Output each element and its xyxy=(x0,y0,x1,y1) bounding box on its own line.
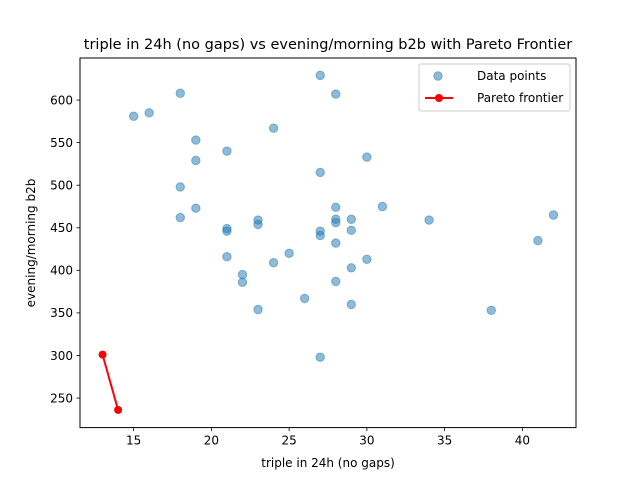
data-point xyxy=(191,203,201,213)
data-point xyxy=(377,201,388,212)
data-point xyxy=(346,299,357,310)
pareto-frontier-layer xyxy=(98,350,123,414)
data-point xyxy=(362,152,372,162)
data-point xyxy=(548,210,559,220)
data-point xyxy=(315,352,325,362)
pareto-frontier-point xyxy=(114,405,123,414)
data-point xyxy=(268,257,279,268)
y-axis: 250 300 350 400 450 500 550 600 xyxy=(50,93,80,405)
data-point xyxy=(175,212,185,223)
legend-marker-pareto xyxy=(435,94,443,102)
data-point xyxy=(331,89,341,99)
data-point xyxy=(331,202,341,213)
data-point xyxy=(346,263,357,273)
data-point xyxy=(191,155,201,166)
data-points-layer xyxy=(128,70,559,362)
legend-box xyxy=(418,63,571,112)
y-tick-label: 300 xyxy=(50,349,73,363)
chart-title: triple in 24h (no gaps) vs evening/morni… xyxy=(84,37,572,53)
data-point xyxy=(222,252,232,262)
data-point xyxy=(222,226,232,236)
data-point xyxy=(237,277,248,287)
data-point xyxy=(331,217,341,228)
y-tick-label: 500 xyxy=(50,179,73,193)
data-point xyxy=(533,235,543,246)
data-point xyxy=(268,123,279,133)
data-point xyxy=(331,276,341,287)
data-point xyxy=(346,214,357,224)
x-tick-label: 20 xyxy=(204,434,219,448)
y-axis-label: evening/morning b2b xyxy=(24,179,38,308)
data-point xyxy=(144,108,154,118)
y-tick-label: 250 xyxy=(50,391,73,405)
x-tick-label: 25 xyxy=(281,434,296,448)
x-tick-label: 30 xyxy=(359,434,374,448)
data-point xyxy=(315,230,325,241)
legend-label-pareto: Pareto frontier xyxy=(477,91,563,105)
data-point xyxy=(175,88,185,98)
data-point xyxy=(191,135,201,145)
data-point xyxy=(362,254,372,264)
x-tick-label: 40 xyxy=(515,434,530,448)
legend-marker-data-points xyxy=(433,71,443,81)
legend: Data points Pareto frontier xyxy=(418,63,571,112)
data-point xyxy=(175,182,185,192)
y-tick-label: 600 xyxy=(50,93,73,107)
data-point xyxy=(486,305,496,316)
data-point xyxy=(346,225,357,236)
x-axis: 15 20 25 30 35 40 xyxy=(126,427,530,448)
y-tick-label: 550 xyxy=(50,136,73,150)
y-tick-label: 450 xyxy=(50,221,73,235)
data-point xyxy=(315,167,325,178)
x-tick-label: 15 xyxy=(126,434,141,448)
data-point xyxy=(315,70,325,81)
data-point xyxy=(331,238,341,248)
x-tick-label: 35 xyxy=(437,434,452,448)
data-point xyxy=(253,219,263,230)
data-point xyxy=(424,215,434,225)
y-tick-label: 400 xyxy=(50,264,73,278)
data-point xyxy=(299,293,310,304)
data-point xyxy=(284,248,294,259)
legend-label-data-points: Data points xyxy=(477,69,546,83)
data-point xyxy=(253,304,263,315)
x-axis-label: triple in 24h (no gaps) xyxy=(261,456,395,470)
data-point xyxy=(222,146,232,156)
pareto-frontier-point xyxy=(98,350,107,359)
y-tick-label: 350 xyxy=(50,306,73,320)
plot-area-frame xyxy=(79,57,577,429)
pareto-frontier-line xyxy=(101,354,120,411)
data-point xyxy=(237,269,248,280)
data-point xyxy=(128,111,139,121)
